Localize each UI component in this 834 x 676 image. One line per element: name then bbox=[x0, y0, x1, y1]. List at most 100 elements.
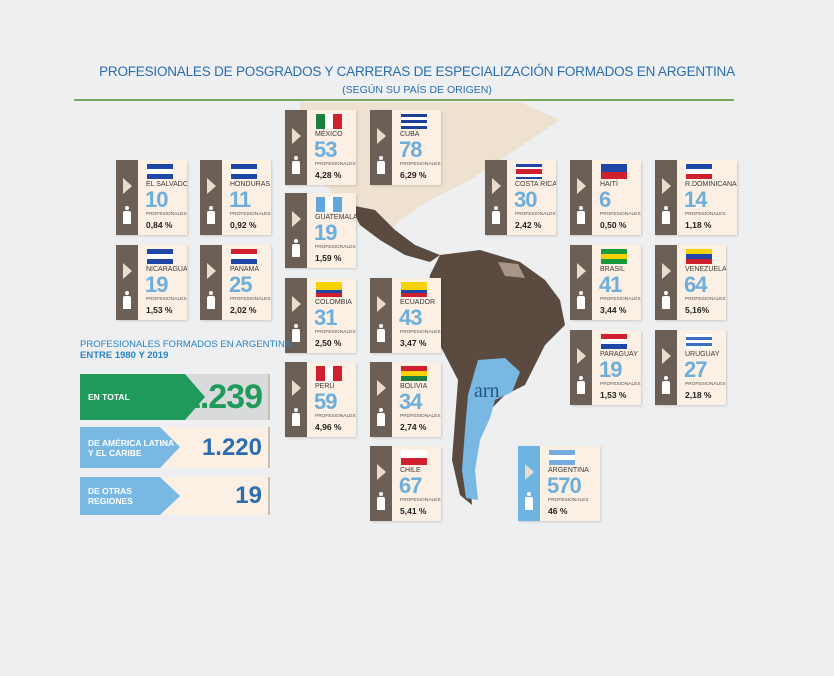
country-card-bolivia: BOLIVIA 34 PROFESIONALES 2,74 % bbox=[370, 362, 441, 437]
country-count: 19 bbox=[599, 357, 623, 382]
country-percent: 0,84 % bbox=[146, 220, 173, 230]
flag-icon-bolivia bbox=[401, 366, 427, 381]
play-arrow-icon bbox=[292, 211, 301, 227]
unit-label: PROFESIONALES bbox=[400, 414, 441, 419]
country-percent: 2,18 % bbox=[685, 390, 712, 400]
country-count: 6 bbox=[599, 187, 611, 212]
country-name: CHILE bbox=[400, 467, 421, 474]
play-arrow-icon bbox=[123, 263, 132, 279]
person-icon bbox=[123, 291, 131, 309]
card-strip bbox=[285, 278, 307, 353]
person-icon bbox=[123, 206, 131, 224]
person-icon bbox=[292, 408, 300, 426]
person-icon bbox=[662, 291, 670, 309]
country-name: COLOMBIA bbox=[315, 299, 352, 306]
country-percent: 5,41 % bbox=[400, 506, 427, 516]
country-card-costa-rica: COSTA RICA 30 PROFESIONALES 2,42 % bbox=[485, 160, 556, 235]
country-count: 11 bbox=[229, 187, 251, 212]
flag-icon-brasil bbox=[601, 249, 627, 264]
country-card-peru: PERÚ 59 PROFESIONALES 4,96 % bbox=[285, 362, 356, 437]
country-percent: 3,44 % bbox=[600, 305, 627, 315]
play-arrow-icon bbox=[292, 296, 301, 312]
unit-label: PROFESIONALES bbox=[315, 162, 356, 167]
flag-icon-peru bbox=[316, 366, 342, 381]
country-count: 78 bbox=[399, 137, 423, 162]
country-card-mexico: MÉXICO 53 PROFESIONALES 4,28 % bbox=[285, 110, 356, 185]
card-strip bbox=[370, 446, 392, 521]
central-america-shape bbox=[350, 205, 440, 262]
person-icon bbox=[525, 492, 533, 510]
country-count: 25 bbox=[229, 272, 253, 297]
label-line1: DE AMÉRICA LATINA bbox=[88, 438, 175, 448]
country-card-brasil: BRASIL 41 PROFESIONALES 3,44 % bbox=[570, 245, 641, 320]
person-icon bbox=[292, 156, 300, 174]
country-count: 10 bbox=[145, 187, 169, 212]
country-name: CUBA bbox=[400, 131, 420, 138]
card-strip bbox=[655, 160, 677, 235]
country-card-uruguay: URUGUAY 27 PROFESIONALES 2,18 % bbox=[655, 330, 726, 405]
card-strip bbox=[570, 160, 592, 235]
country-percent: 1,53 % bbox=[146, 305, 173, 315]
page-subtitle: (SEGÚN SU PAÍS DE ORIGEN) bbox=[342, 84, 492, 96]
unit-label: PROFESIONALES bbox=[685, 212, 726, 217]
summary-title: PROFESIONALES FORMADOS EN ARGENTINA ENTR… bbox=[80, 339, 291, 361]
flag-icon-honduras bbox=[231, 164, 257, 179]
summary-latam-value: 1.220 bbox=[201, 434, 262, 461]
person-icon bbox=[492, 206, 500, 224]
country-count: 67 bbox=[399, 473, 423, 498]
country-count: 53 bbox=[314, 137, 338, 162]
flag-icon-cuba bbox=[401, 114, 427, 129]
page-title: PROFESIONALES DE POSGRADOS Y CARRERAS DE… bbox=[99, 64, 735, 79]
country-percent: 0,50 % bbox=[600, 220, 627, 230]
country-name: R.DOMINICANA bbox=[685, 181, 737, 188]
flag-icon-argentina bbox=[549, 450, 575, 465]
country-card-ecuador: ECUADOR 43 PROFESIONALES 3,47 % bbox=[370, 278, 441, 353]
card-strip bbox=[370, 110, 392, 185]
card-strip bbox=[485, 160, 507, 235]
country-name: EL SALVADOR bbox=[146, 181, 187, 188]
country-count: 43 bbox=[399, 305, 423, 330]
country-count: 19 bbox=[145, 272, 169, 297]
person-icon bbox=[377, 408, 385, 426]
play-arrow-icon bbox=[123, 178, 132, 194]
country-card-colombia: COLOMBIA 31 PROFESIONALES 2,50 % bbox=[285, 278, 356, 353]
country-percent: 1,53 % bbox=[600, 390, 627, 400]
play-arrow-icon bbox=[207, 263, 216, 279]
unit-label: PROFESIONALES bbox=[600, 212, 641, 217]
flag-icon-el-salvador bbox=[147, 164, 173, 179]
person-icon bbox=[577, 291, 585, 309]
play-arrow-icon bbox=[662, 178, 671, 194]
blue-arrow bbox=[80, 477, 180, 515]
play-arrow-icon bbox=[577, 178, 586, 194]
title-divider bbox=[74, 99, 734, 101]
country-percent: 5,16% bbox=[685, 305, 710, 315]
person-icon bbox=[292, 324, 300, 342]
play-arrow-icon bbox=[377, 464, 386, 480]
play-arrow-icon bbox=[662, 348, 671, 364]
country-name: PARAGUAY bbox=[600, 351, 638, 358]
summary-title-line2: ENTRE 1980 Y 2019 bbox=[80, 350, 169, 361]
country-card-r-dominicana: R.DOMINICANA 14 PROFESIONALES 1,18 % bbox=[655, 160, 737, 235]
card-strip bbox=[116, 245, 138, 320]
play-arrow-icon bbox=[377, 296, 386, 312]
country-card-el-salvador: EL SALVADOR10PROFESIONALES 0,84 % bbox=[116, 160, 187, 235]
unit-label: PROFESIONALES bbox=[600, 297, 641, 302]
country-count: 34 bbox=[399, 389, 423, 414]
card-strip bbox=[570, 330, 592, 405]
country-name: BRASIL bbox=[600, 266, 625, 273]
country-name: ECUADOR bbox=[400, 299, 436, 306]
person-icon bbox=[377, 324, 385, 342]
flag-icon-panama bbox=[231, 249, 257, 264]
person-icon bbox=[662, 376, 670, 394]
country-percent: 1,18 % bbox=[685, 220, 712, 230]
card-strip bbox=[285, 193, 307, 268]
summary-latam: DE AMÉRICA LATINA Y EL CARIBE 1.220 bbox=[80, 427, 270, 468]
country-card-honduras: HONDURAS 11 PROFESIONALES 0,92 % bbox=[200, 160, 271, 235]
arn-logo: arn bbox=[474, 380, 500, 402]
country-card-panama: PANAMÁ 25 PROFESIONALES 2,02 % bbox=[200, 245, 271, 320]
play-arrow-icon bbox=[577, 263, 586, 279]
unit-label: PROFESIONALES bbox=[685, 382, 726, 387]
card-strip bbox=[200, 245, 222, 320]
country-percent: 2,42 % bbox=[515, 220, 542, 230]
summary-latam-label: DE AMÉRICA LATINA Y EL CARIBE bbox=[88, 438, 174, 458]
